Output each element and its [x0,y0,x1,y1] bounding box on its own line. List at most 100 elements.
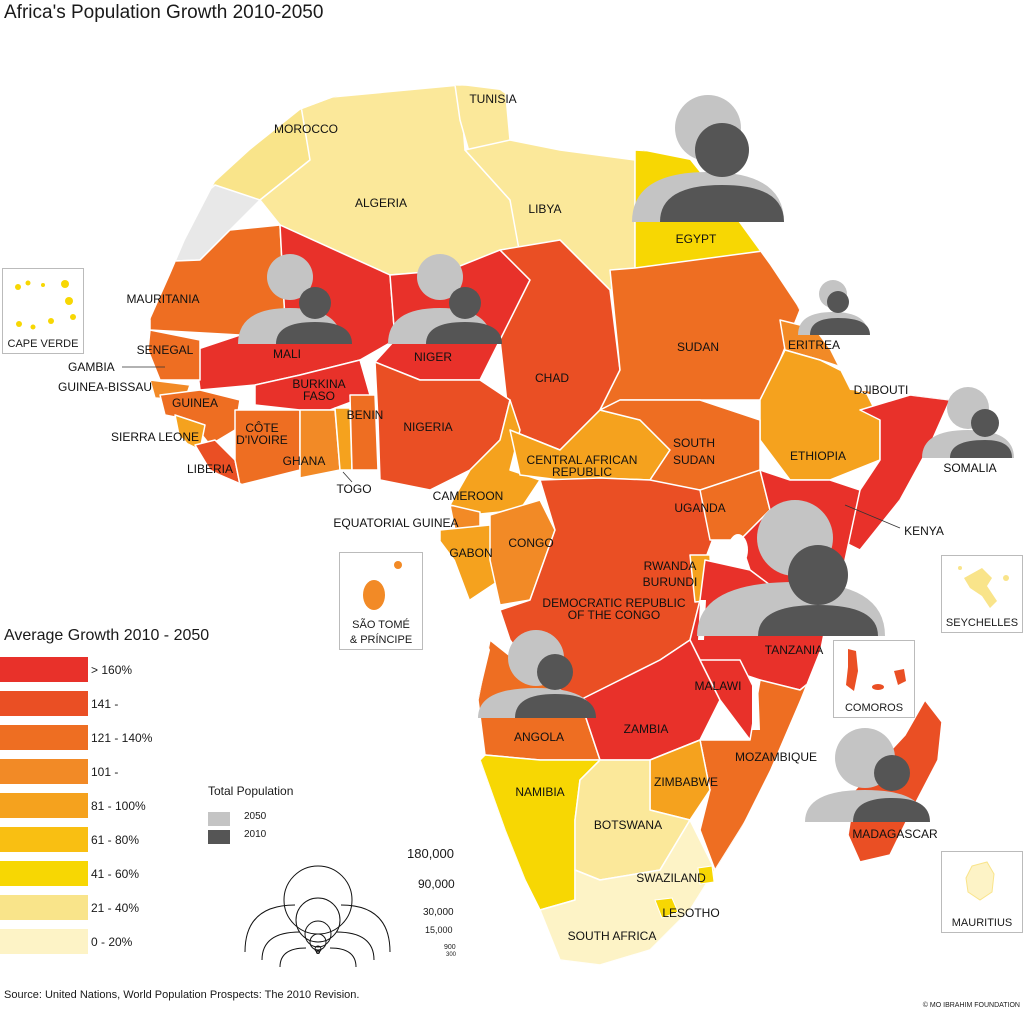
label-tanzania: TANZANIA [765,643,823,657]
comoros-islands [846,649,906,691]
legend-swatch-5 [0,827,88,852]
population-icon-madagascar [805,728,930,822]
label-burkina-2: FASO [303,389,335,403]
inset-label-sao-tome-1: SÃO TOMÉ [352,619,410,631]
label-cote-2: D'IVOIRE [236,433,288,447]
label-senegal: SENEGAL [137,343,194,357]
label-liberia: LIBERIA [187,462,233,476]
label-guinea-bissau: GUINEA-BISSAU [58,380,152,394]
population-icon-niger [388,254,502,344]
legend-swatch-8 [0,929,88,954]
total-population-swatch-2010 [208,830,230,844]
label-guinea: GUINEA [172,396,218,410]
inset-label-comoros: COMOROS [844,702,904,714]
label-cameroon: CAMEROON [433,489,504,503]
label-lesotho: LESOTHO [662,906,719,920]
label-angola: ANGOLA [514,730,564,744]
population-icon-angola [478,630,596,718]
region-somalia [839,394,950,551]
label-zambia: ZAMBIA [624,722,669,736]
label-mozambique: MOZAMBIQUE [735,750,817,764]
legend-swatch-6 [0,861,88,886]
label-ethiopia: ETHIOPIA [790,449,846,463]
label-south-sudan-1: SOUTH [673,436,715,450]
legend-label-6: 41 - 60% [91,867,140,881]
population-icon-mali [238,254,352,344]
region-lesotho [654,897,679,919]
label-cote-1: CÔTE [245,420,278,435]
label-drc-1: DEMOCRATIC REPUBLIC [542,596,685,610]
leader-togo [342,471,353,483]
legend-title: Average Growth 2010 - 2050 [4,627,210,644]
total-population-title: Total Population [208,784,294,798]
sao-tome-islands [363,561,402,610]
total-population-swatch-2050 [208,812,230,826]
label-togo: TOGO [336,482,371,496]
cape-verde-islands [15,280,76,330]
source-note: Source: United Nations, World Population… [4,989,360,1001]
inset-label-seychelles: SEYCHELLES [945,617,1019,629]
legend-swatch-1 [0,691,88,716]
label-namibia: NAMIBIA [515,785,564,799]
label-ghana: GHANA [283,454,326,468]
label-south-sudan-2: SUDAN [673,453,715,467]
label-gambia: GAMBIA [68,360,115,374]
label-zimbabwe: ZIMBABWE [654,775,718,789]
label-djibouti: DJIBOUTI [854,383,909,397]
total-population-label-2050: 2050 [244,811,267,822]
legend-label-5: 61 - 80% [91,833,140,847]
label-sierra-leone: SIERRA LEONE [111,430,199,444]
inset-mauritius: MAURITIUS [941,851,1023,933]
label-south-africa: SOUTH AFRICA [568,929,657,943]
inset-comoros: COMOROS [833,640,915,718]
total-population-label-2010: 2010 [244,829,267,840]
lake-malawi [752,680,760,730]
legend-label-2: 121 - 140% [91,731,153,745]
legend-label-0: > 160% [91,663,133,677]
label-benin: BENIN [347,408,384,422]
label-eq-guinea: EQUATORIAL GUINEA [333,516,458,530]
country-labels: TUNISIA MOROCCO ALGERIA LIBYA EGYPT MAUR… [58,92,997,943]
inset-cape-verde: CAPE VERDE [2,268,84,354]
label-mali: MALI [273,347,301,361]
inset-label-mauritius: MAURITIUS [951,917,1013,929]
label-somalia: SOMALIA [943,461,996,475]
label-nigeria: NIGERIA [403,420,452,434]
label-madagascar: MADAGASCAR [852,827,938,841]
label-car-2: REPUBLIC [552,465,612,479]
legend-label-7: 21 - 40% [91,901,140,915]
label-eritrea: ERITREA [788,338,840,352]
label-egypt: EGYPT [676,232,717,246]
scale-label-4: 900 [444,944,456,951]
legend-swatch-7 [0,895,88,920]
legend-label-3: 101 - [91,765,119,779]
credit-note: © MO IBRAHIM FOUNDATION [922,1002,1020,1009]
region-benin [349,394,379,471]
label-algeria: ALGERIA [355,196,407,210]
label-drc-2: OF THE CONGO [568,608,660,622]
label-libya: LIBYA [528,202,561,216]
scale-label-5: 300 [446,952,457,958]
label-rwanda: RWANDA [644,559,697,573]
leader-kenya [844,504,901,529]
legend-swatch-3 [0,759,88,784]
mauritius-island [965,861,995,901]
label-malawi: MALAWI [695,679,742,693]
region-swaziland [697,865,715,885]
legend-label-8: 0 - 20% [91,935,133,949]
region-guinea [159,389,241,446]
label-sudan: SUDAN [677,340,719,354]
seychelles-islands [958,566,1009,608]
population-icon-tanzania [697,500,885,636]
inset-label-sao-tome-2: & PRÍNCIPE [349,634,413,646]
label-swaziland: SWAZILAND [636,871,706,885]
population-icon-egypt [632,95,784,222]
label-gabon: GABON [449,546,492,560]
scale-label-2: 30,000 [423,907,454,918]
population-icon-eritrea [798,280,870,335]
population-icon-somalia [922,387,1014,458]
scale-label-3: 15,000 [425,925,453,935]
label-burkina-1: BURKINA [292,377,345,391]
label-uganda: UGANDA [674,501,725,515]
